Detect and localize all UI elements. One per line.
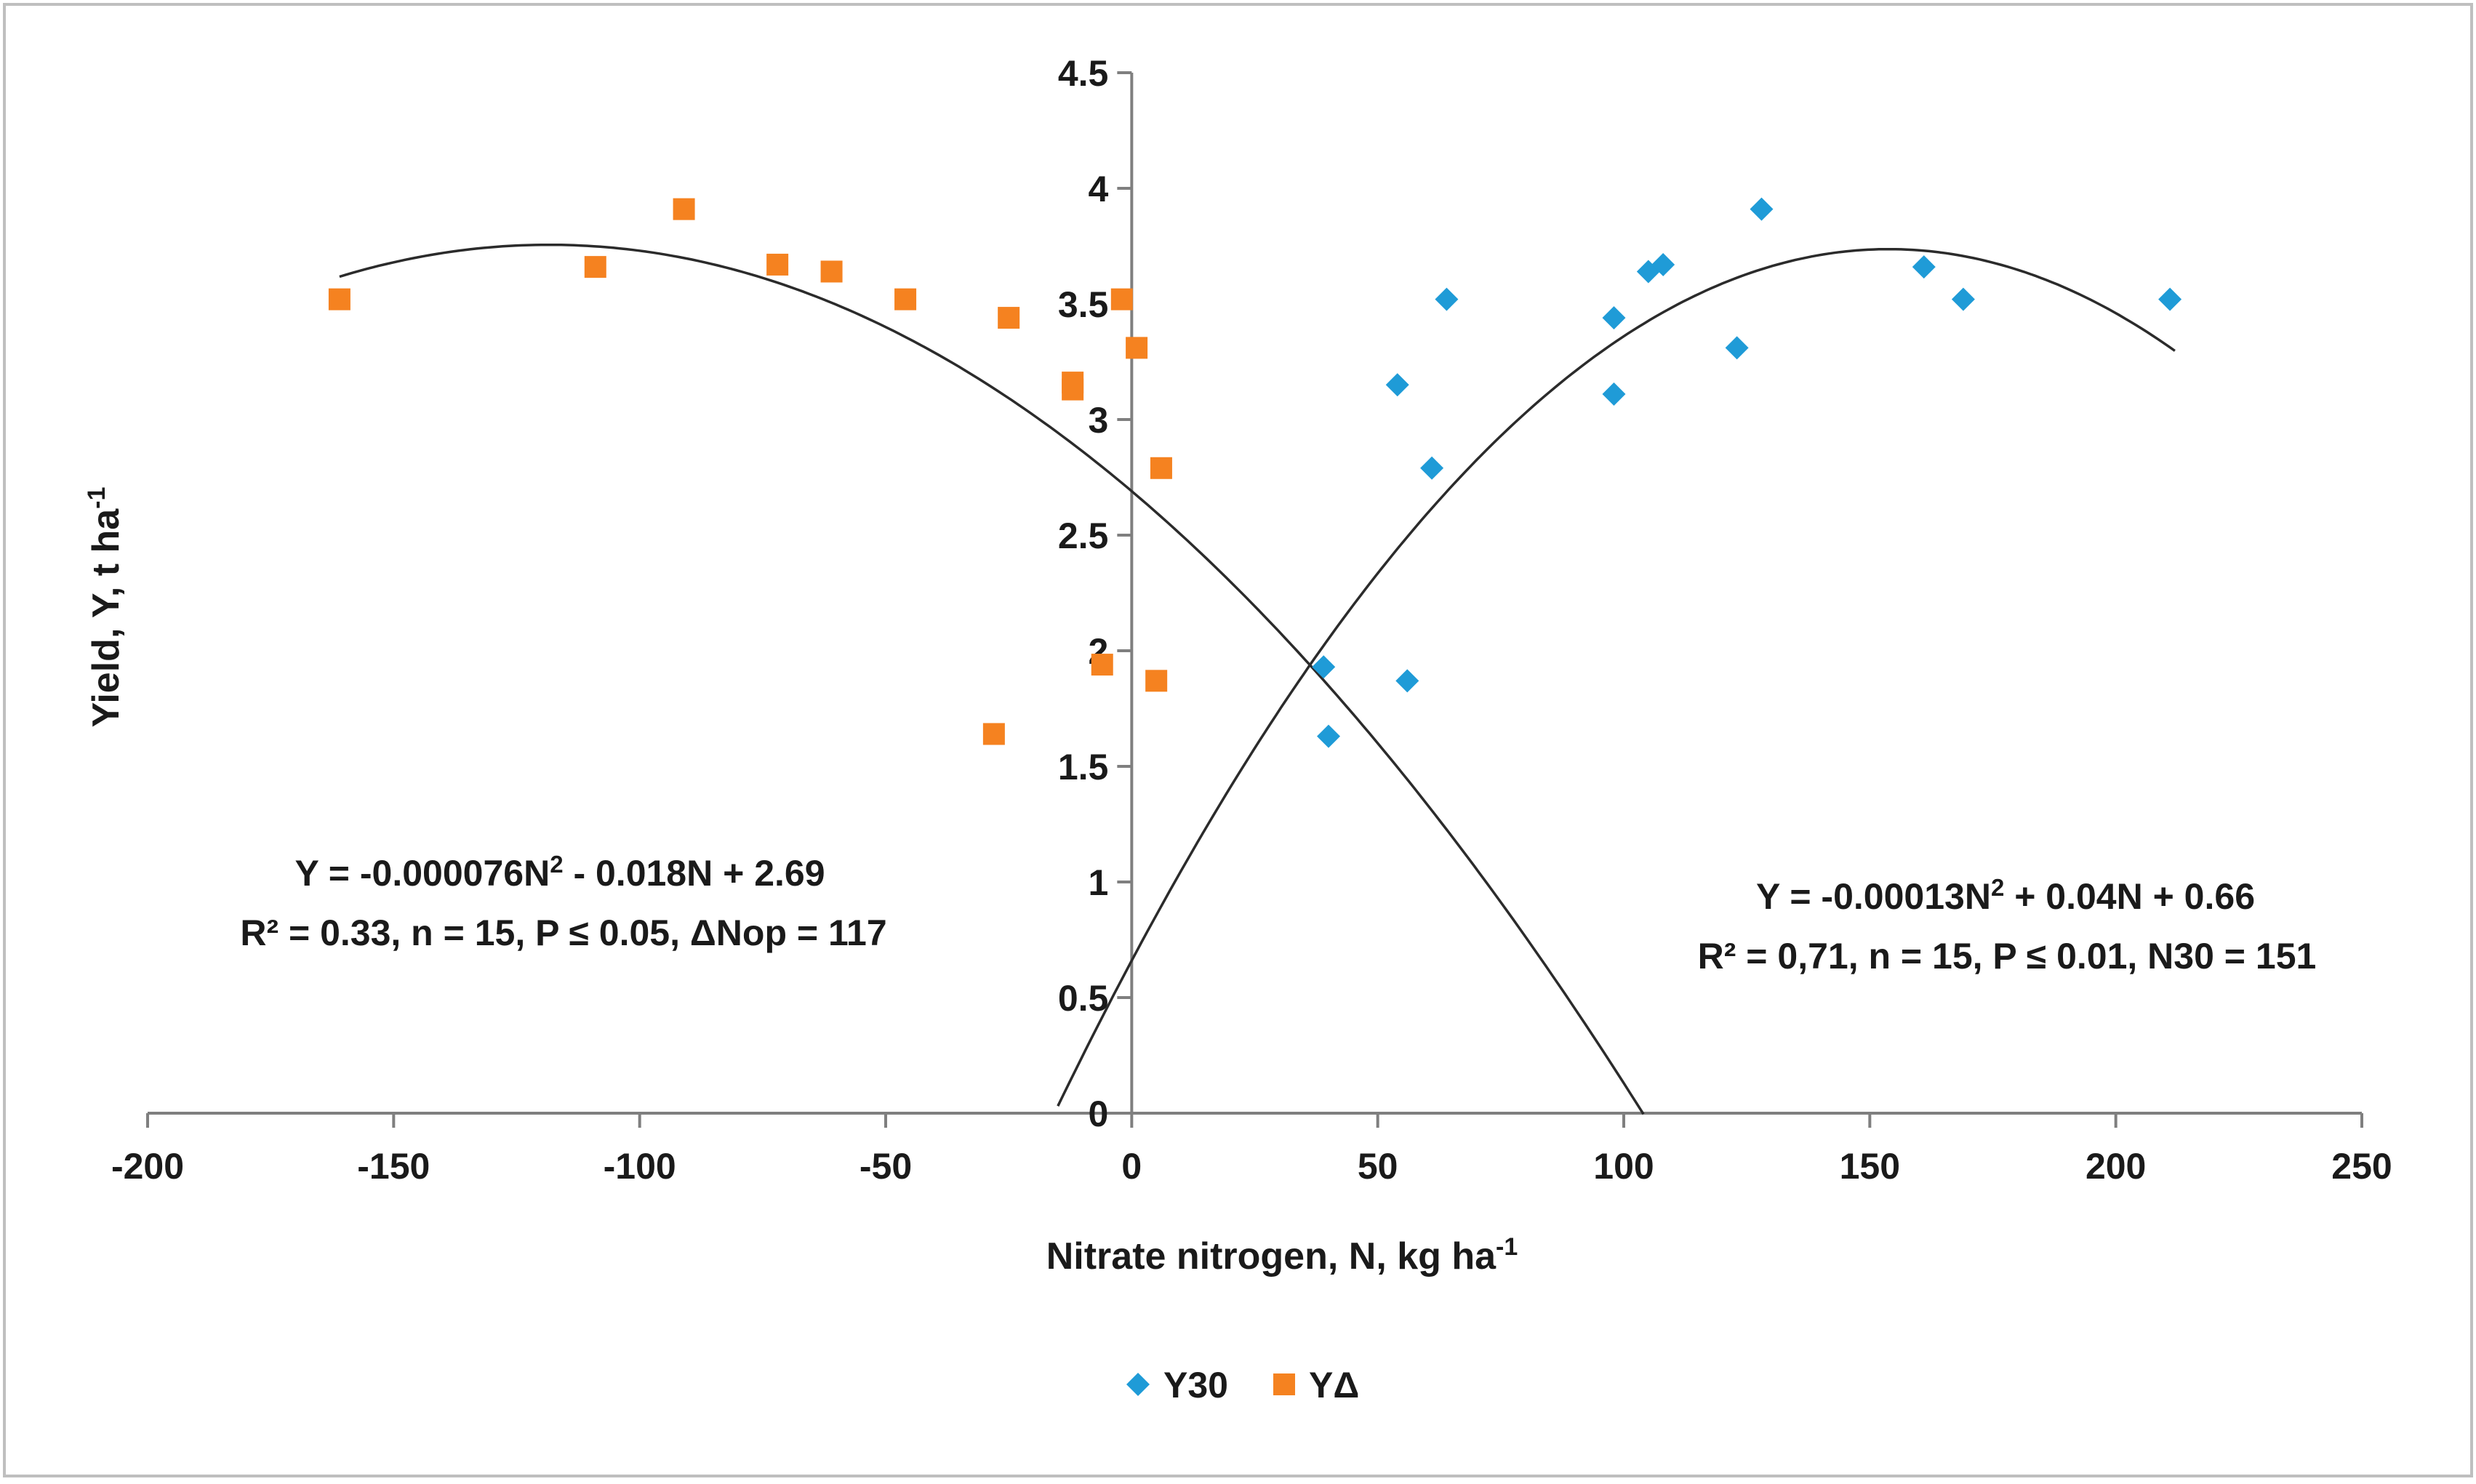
point-y30: [1312, 655, 1336, 679]
point-y30: [2158, 287, 2182, 311]
legend-marker-ydelta-square-icon: [1273, 1373, 1295, 1395]
x-tick-label: 150: [1840, 1146, 1900, 1187]
x-tick-label: 50: [1358, 1146, 1398, 1187]
y-tick-label: 3.5: [1058, 284, 1109, 325]
x-tick-label: 250: [2331, 1146, 2392, 1187]
right-stats: R² = 0,71, n = 15, P ≤ 0.01, N30 = 151: [1698, 936, 2317, 976]
x-axis-title: Nitrate nitrogen, N, kg ha-1: [1046, 1233, 1518, 1278]
point-ydelta: [820, 260, 843, 283]
legend-label-y30: Y30: [1163, 1365, 1228, 1405]
axes: -200 -150 -100 -50 0 50 100 150 200 250 0 0.5 1 1.5 2 2…: [111, 53, 2392, 1187]
point-ydelta: [982, 723, 1005, 745]
y-tick-label: 1.5: [1058, 747, 1109, 787]
y-tick-label: 4.5: [1058, 53, 1109, 94]
y-tick-label: 2.5: [1058, 516, 1109, 556]
x-axis-title-text: Nitrate nitrogen, N, kg ha: [1046, 1235, 1497, 1278]
point-y30: [1317, 724, 1340, 748]
point-y30: [1912, 255, 1936, 279]
right-equation-post: + 0.04N + 0.66: [2004, 876, 2255, 917]
trendline-ydelta: [339, 243, 1645, 1115]
y-tick-label: 0: [1089, 1094, 1109, 1134]
point-y30: [1951, 287, 1975, 311]
left-stats: R² = 0.33, n = 15, P ≤ 0.05, ΔNop = 117: [240, 913, 886, 953]
point-y30: [1385, 373, 1409, 397]
left-equation-pre: Y = -0.000076N: [295, 853, 550, 894]
point-y30: [1651, 252, 1675, 276]
y-axis-title-sup: -1: [83, 487, 111, 509]
legend-item-ydelta: YΔ: [1273, 1365, 1359, 1405]
point-ydelta: [328, 288, 350, 310]
legend-marker-y30-diamond-icon: [1126, 1373, 1150, 1396]
left-equation-post: - 0.018N + 2.69: [564, 853, 825, 894]
point-ydelta: [766, 253, 789, 276]
x-tick-label: -100: [604, 1146, 676, 1187]
legend-label-ydelta: YΔ: [1309, 1365, 1359, 1405]
point-ydelta: [1091, 654, 1113, 676]
data-points: [328, 197, 2182, 748]
x-tick-label: -50: [860, 1146, 912, 1187]
x-tick-label: 100: [1593, 1146, 1654, 1187]
trendline-y30: [1057, 247, 2176, 1107]
x-axis-title-sup: -1: [1496, 1233, 1518, 1261]
point-ydelta: [1062, 378, 1084, 401]
x-tick-label: -200: [111, 1146, 184, 1187]
x-tick-label: 200: [2086, 1146, 2146, 1187]
point-y30: [1420, 456, 1444, 480]
right-equation-pre: Y = -0.00013N: [1756, 876, 1991, 917]
point-ydelta: [894, 288, 917, 310]
x-tick-label: -150: [357, 1146, 430, 1187]
right-equation: Y = -0.00013N2 + 0.04N + 0.66: [1756, 874, 2255, 918]
right-equation-sup: 2: [1991, 874, 2004, 901]
point-y30: [1725, 336, 1749, 360]
chart-border: [3, 3, 2473, 1477]
point-y30: [1602, 382, 1626, 406]
left-equation-sup: 2: [550, 851, 563, 878]
point-y30: [1435, 287, 1459, 311]
legend: Y30 YΔ: [1126, 1365, 1359, 1405]
x-tick-label: 0: [1121, 1146, 1142, 1187]
point-ydelta: [1126, 337, 1148, 359]
point-ydelta: [673, 198, 695, 220]
y-tick-label: 0.5: [1058, 978, 1109, 1019]
legend-item-y30: Y30: [1126, 1365, 1228, 1405]
point-ydelta: [1150, 457, 1172, 479]
point-y30: [1750, 197, 1774, 221]
y-axis-title-text: Yield, Y, t ha: [85, 508, 127, 728]
point-ydelta: [1110, 288, 1133, 310]
point-y30: [1602, 306, 1626, 330]
point-ydelta: [1145, 670, 1168, 692]
point-y30: [1395, 669, 1419, 693]
point-ydelta: [998, 307, 1020, 329]
left-equation: Y = -0.000076N2 - 0.018N + 2.69: [295, 851, 825, 894]
point-ydelta: [584, 256, 606, 278]
y-tick-label: 3: [1089, 400, 1109, 441]
y-axis-title: Yield, Y, t ha-1: [83, 487, 127, 728]
y-tick-label: 1: [1089, 862, 1109, 903]
trendlines: [339, 243, 2176, 1115]
y-tick-label: 4: [1089, 169, 1109, 209]
